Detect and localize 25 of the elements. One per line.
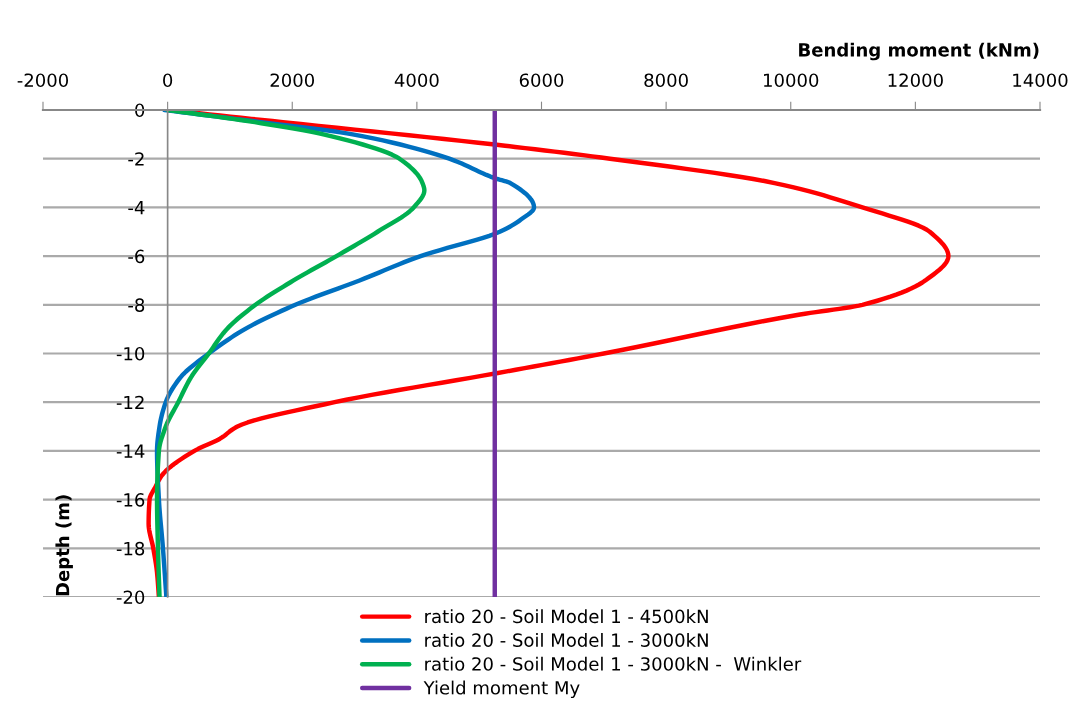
y-tick-label: -12 bbox=[116, 395, 144, 410]
legend-label: ratio 20 - Soil Model 1 - 4500kN bbox=[425, 609, 708, 624]
y-tick-label: -18 bbox=[116, 541, 145, 556]
x-tick-label: 8000 bbox=[644, 73, 688, 88]
y-tick-label: -16 bbox=[116, 493, 145, 507]
y-tick-label: -8 bbox=[128, 298, 145, 312]
y-axis-title: Depth (m) bbox=[55, 495, 73, 596]
y-tick-label: -2 bbox=[128, 152, 144, 166]
x-tick-label: 6000 bbox=[519, 73, 564, 88]
legend-label: ratio 20 - Soil Model 1 - 3000kN - Winkler bbox=[425, 656, 802, 671]
x-tick-label: 14000 bbox=[1013, 73, 1068, 88]
y-tick-label: -6 bbox=[128, 249, 145, 264]
y-tick-label: -4 bbox=[128, 201, 145, 215]
x-tick-label: 2000 bbox=[270, 73, 315, 88]
y-tick-label: -20 bbox=[116, 590, 145, 605]
x-tick-label: -2000 bbox=[17, 73, 69, 88]
x-tick-label: 0 bbox=[163, 73, 173, 88]
legend-label: ratio 20 - Soil Model 1 - 3000kN bbox=[425, 633, 708, 647]
y-tick-label: -10 bbox=[116, 346, 145, 361]
legend-label: Yield moment My bbox=[423, 680, 580, 699]
x-axis-title: Bending moment (kNm) bbox=[799, 42, 1039, 61]
x-tick-label: 12000 bbox=[888, 73, 943, 88]
y-tick-label: -14 bbox=[116, 444, 145, 458]
x-tick-label: 10000 bbox=[764, 73, 819, 88]
x-tick-label: 4000 bbox=[394, 73, 439, 88]
